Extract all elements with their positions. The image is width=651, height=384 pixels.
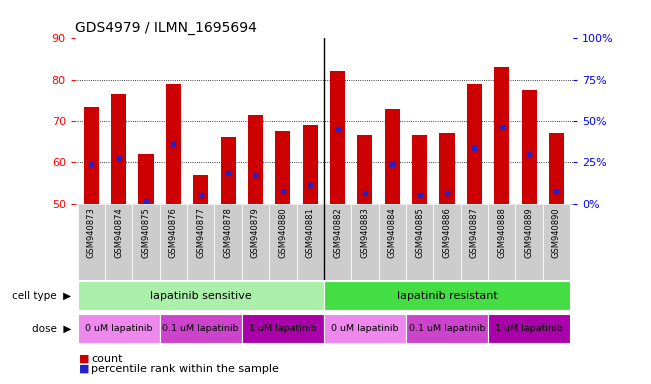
Bar (324, 281, 570, 310)
Text: GSM940890: GSM940890 (552, 207, 561, 258)
Bar (139, 154, 154, 204)
Bar (221, 137, 236, 204)
Text: GSM940877: GSM940877 (196, 207, 205, 258)
Text: lapatinib sensitive: lapatinib sensitive (150, 291, 252, 301)
Bar (77, 314, 159, 343)
Bar (516, 204, 543, 280)
Text: GDS4979 / ILMN_1695694: GDS4979 / ILMN_1695694 (75, 21, 256, 35)
Bar (324, 204, 352, 280)
Bar (187, 204, 214, 280)
Bar (159, 314, 242, 343)
Bar (84, 106, 99, 204)
Bar (242, 204, 269, 280)
Bar (406, 314, 488, 343)
Bar (549, 133, 564, 204)
Text: 0.1 uM lapatinib: 0.1 uM lapatinib (409, 324, 485, 333)
Bar (543, 204, 570, 280)
Bar (412, 136, 427, 204)
Text: GSM940889: GSM940889 (525, 207, 534, 258)
Bar (77, 281, 324, 310)
Text: GSM940887: GSM940887 (470, 207, 479, 258)
Bar (488, 204, 516, 280)
Bar (439, 133, 454, 204)
Bar (242, 314, 324, 343)
Text: 1 uM lapatinib: 1 uM lapatinib (249, 324, 316, 333)
Text: GSM940878: GSM940878 (223, 207, 232, 258)
Text: GSM940873: GSM940873 (87, 207, 96, 258)
Bar (159, 204, 187, 280)
Text: GSM940883: GSM940883 (361, 207, 369, 258)
Bar (296, 204, 324, 280)
Bar (214, 204, 242, 280)
Bar (467, 84, 482, 204)
Text: ■: ■ (79, 354, 90, 364)
Bar (521, 90, 536, 204)
Text: GSM940888: GSM940888 (497, 207, 506, 258)
Bar (111, 94, 126, 204)
Text: cell type  ▶: cell type ▶ (12, 291, 72, 301)
Bar (406, 204, 434, 280)
Bar (77, 204, 105, 280)
Text: 0 uM lapatinib: 0 uM lapatinib (331, 324, 398, 333)
Text: 0.1 uM lapatinib: 0.1 uM lapatinib (163, 324, 239, 333)
Text: GSM940886: GSM940886 (443, 207, 452, 258)
Text: 0 uM lapatinib: 0 uM lapatinib (85, 324, 152, 333)
Text: 1 uM lapatinib: 1 uM lapatinib (495, 324, 563, 333)
Bar (488, 314, 570, 343)
Text: percentile rank within the sample: percentile rank within the sample (91, 364, 279, 374)
Text: GSM940876: GSM940876 (169, 207, 178, 258)
Bar (461, 204, 488, 280)
Bar (324, 314, 406, 343)
Text: count: count (91, 354, 122, 364)
Text: GSM940874: GSM940874 (114, 207, 123, 258)
Text: GSM940881: GSM940881 (306, 207, 314, 258)
Bar (275, 131, 290, 204)
Bar (105, 204, 132, 280)
Text: lapatinib resistant: lapatinib resistant (396, 291, 497, 301)
Bar (494, 67, 509, 204)
Text: GSM940879: GSM940879 (251, 207, 260, 258)
Text: GSM940882: GSM940882 (333, 207, 342, 258)
Bar (379, 204, 406, 280)
Text: GSM940875: GSM940875 (141, 207, 150, 258)
Bar (248, 115, 263, 204)
Bar (385, 109, 400, 204)
Bar (193, 175, 208, 204)
Bar (132, 204, 159, 280)
Text: dose  ▶: dose ▶ (33, 323, 72, 333)
Bar (434, 204, 461, 280)
Bar (352, 204, 379, 280)
Bar (166, 84, 181, 204)
Bar (330, 71, 345, 204)
Bar (357, 136, 372, 204)
Text: GSM940880: GSM940880 (279, 207, 287, 258)
Bar (303, 125, 318, 204)
Text: GSM940884: GSM940884 (388, 207, 396, 258)
Bar (269, 204, 296, 280)
Text: GSM940885: GSM940885 (415, 207, 424, 258)
Text: ■: ■ (79, 364, 90, 374)
